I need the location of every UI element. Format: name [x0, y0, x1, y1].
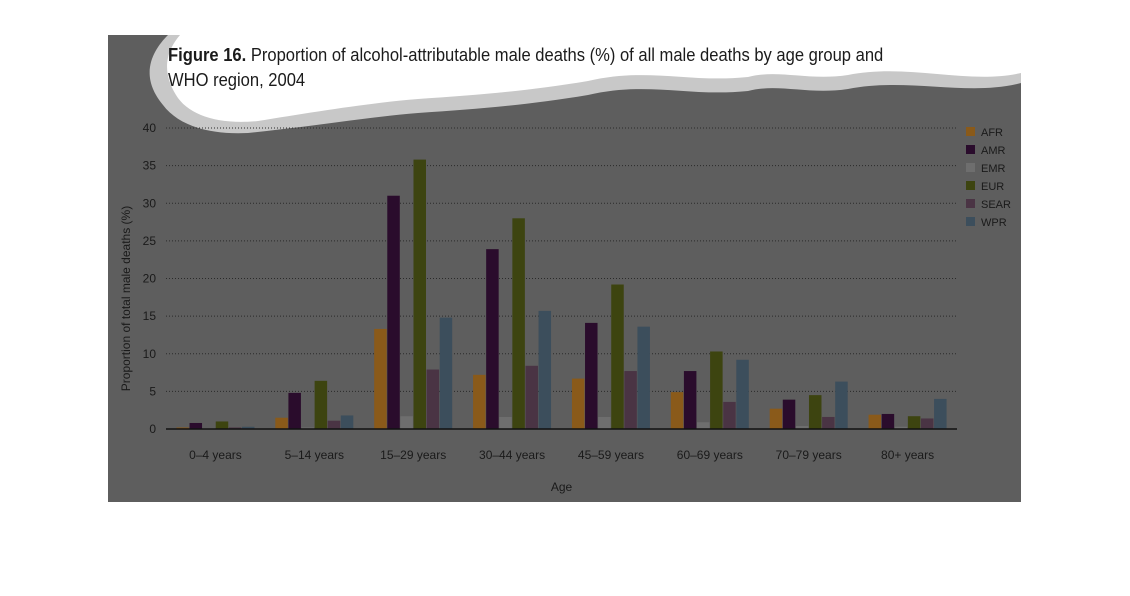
y-tick-label: 25 [143, 234, 157, 248]
figure-panel: Figure 16. Proportion of alcohol-attribu… [108, 35, 1021, 502]
decorative-wave-banner [149, 35, 1021, 134]
bar-afr [571, 378, 585, 429]
bar-emr [894, 426, 908, 429]
bar-eur [512, 218, 525, 429]
legend-label-wpr: WPR [981, 217, 1007, 229]
legend-label-afr: AFR [981, 127, 1003, 139]
bar-eur [710, 351, 723, 429]
x-tick-label: 70–79 years [776, 448, 842, 462]
x-tick-label: 30–44 years [479, 448, 545, 462]
y-tick-label: 5 [149, 384, 156, 398]
bar-wpr [835, 381, 848, 429]
figure-caption: Proportion of alcohol-attributable male … [168, 45, 884, 90]
bar-sear [723, 401, 736, 429]
bar-amr [782, 399, 796, 429]
legend-swatch-eur [966, 181, 975, 190]
bar-afr [275, 417, 288, 429]
bar-wpr [241, 426, 255, 429]
bar-chart: 0 5 10 15 20 25 30 35 40 0–4 years 5–14 years 15–29… [119, 121, 1011, 494]
bar-amr [387, 195, 400, 429]
x-tick-label: 0–4 years [189, 448, 242, 462]
wave-banner [167, 35, 1021, 122]
bar-afr [670, 392, 684, 429]
x-tick-label: 45–59 years [578, 448, 644, 462]
y-tick-label: 20 [143, 272, 157, 286]
bar-wpr [439, 317, 453, 429]
y-tick-label: 10 [143, 347, 157, 361]
bar-emr [400, 416, 413, 429]
bar-emr [697, 422, 710, 429]
y-tick-label: 40 [143, 121, 157, 135]
bar-wpr [637, 326, 650, 429]
legend-swatch-emr [966, 163, 975, 172]
bar-amr [683, 371, 697, 429]
bar-amr [288, 392, 301, 429]
x-axis-label: Age [551, 480, 573, 494]
bar-eur [611, 284, 624, 429]
figure-title: Figure 16. Proportion of alcohol-attribu… [168, 43, 922, 93]
bar-afr [374, 328, 387, 429]
bar-eur [413, 159, 426, 429]
bar-amr [881, 413, 895, 429]
legend-swatch-sear [966, 199, 975, 208]
legend-label-eur: EUR [981, 181, 1004, 193]
x-tick-label: 5–14 years [285, 448, 344, 462]
x-tick-label: 15–29 years [380, 448, 446, 462]
bar-wpr [736, 359, 749, 429]
bar-emr [301, 427, 315, 429]
bar-sear [624, 371, 637, 429]
bar-eur [314, 380, 328, 429]
bar-eur [215, 421, 229, 429]
y-tick-label: 15 [143, 309, 157, 323]
bar-afr [473, 374, 486, 429]
bar-wpr [340, 415, 354, 429]
bar-eur [907, 416, 921, 429]
legend-label-sear: SEAR [981, 199, 1011, 211]
y-tick-label: 0 [149, 422, 156, 436]
figure-number: Figure 16. [168, 45, 247, 65]
bar-sear [822, 416, 835, 429]
x-tick-label: 60–69 years [677, 448, 743, 462]
legend-label-emr: EMR [981, 163, 1006, 175]
bar-afr [176, 427, 189, 429]
bar-amr [486, 249, 499, 429]
x-tick-label: 80+ years [881, 448, 934, 462]
bar-amr [585, 322, 598, 429]
legend-label-amr: AMR [981, 145, 1006, 157]
legend-swatch-afr [966, 127, 975, 136]
y-axis-label: Proportion of total male deaths (%) [119, 206, 133, 391]
bar-sear [525, 365, 538, 429]
bar-emr [795, 425, 809, 429]
bar-sear [327, 420, 341, 429]
bar-sear [920, 418, 934, 429]
bar-afr [868, 414, 882, 429]
bar-emr [499, 416, 512, 429]
bar-emr [598, 416, 611, 429]
bar-sear [426, 369, 440, 429]
y-tick-label: 30 [143, 196, 157, 210]
legend-swatch-amr [966, 145, 975, 154]
legend-swatch-wpr [966, 217, 975, 226]
bar-amr [189, 422, 203, 429]
bar-afr [769, 408, 783, 429]
y-tick-label: 35 [143, 159, 157, 173]
bar-wpr [934, 398, 947, 429]
bar-wpr [538, 310, 552, 429]
bar-eur [808, 395, 822, 429]
bar-sear [228, 427, 242, 429]
